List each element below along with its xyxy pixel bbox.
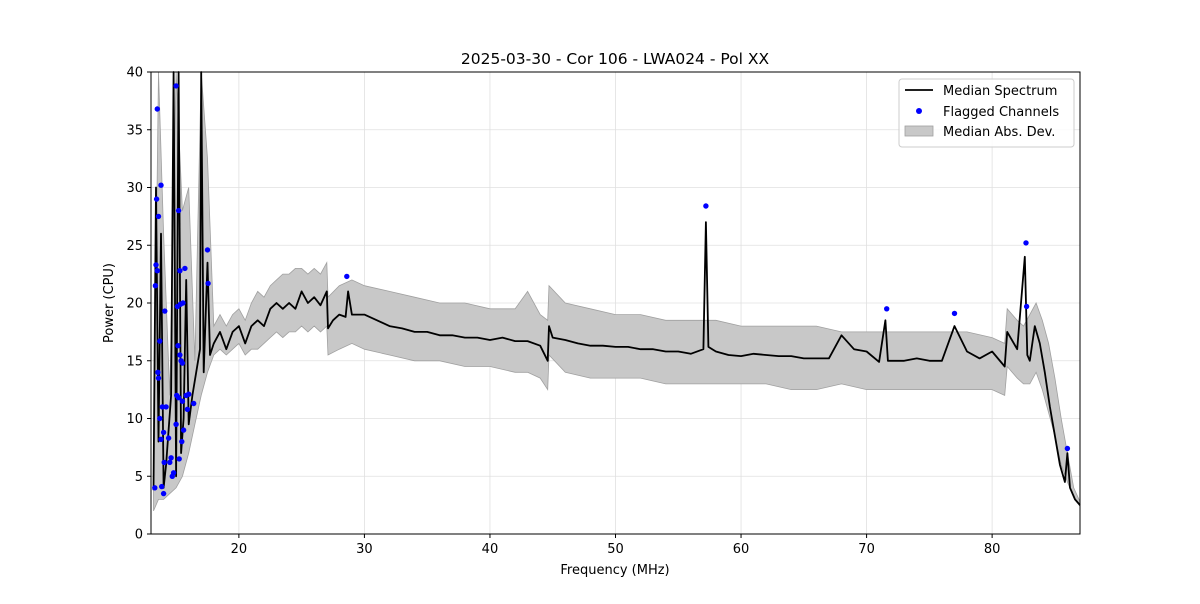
legend: Median Spectrum Flagged Channels Median … <box>898 78 1075 148</box>
flagged-point <box>1023 240 1029 246</box>
y-tick-label: 15 <box>126 354 143 369</box>
x-tick-label: 20 <box>231 542 248 557</box>
flagged-point <box>165 435 172 441</box>
flagged-point <box>175 395 182 401</box>
flagged-point <box>153 196 160 202</box>
flagged-point <box>177 352 183 358</box>
flagged-point <box>152 283 159 289</box>
flagged-point <box>703 203 709 209</box>
flagged-point <box>175 207 182 214</box>
flagged-point <box>884 306 890 312</box>
x-tick-label: 70 <box>858 542 875 557</box>
flagged-point <box>158 182 164 188</box>
y-tick-label: 0 <box>135 528 143 543</box>
flagged-point <box>182 265 188 272</box>
flagged-point <box>159 404 165 410</box>
flagged-point <box>154 268 160 274</box>
flagged-point <box>179 438 185 445</box>
flagged-point <box>158 436 164 442</box>
y-axis-label: Power (CPU) <box>102 263 117 343</box>
flagged-point <box>175 343 181 349</box>
legend-label-mad: Median Abs. Dev. <box>943 125 1055 140</box>
flagged-point <box>191 400 197 407</box>
flagged-point <box>184 406 191 412</box>
flagged-point <box>179 360 186 366</box>
legend-label-median: Median Spectrum <box>943 84 1057 99</box>
flagged-point <box>153 262 159 268</box>
x-tick-label: 60 <box>733 542 750 557</box>
x-tick-label: 50 <box>607 542 624 557</box>
flagged-point <box>951 310 958 317</box>
flagged-point <box>152 485 158 491</box>
y-tick-label: 25 <box>126 239 143 254</box>
y-tick-label: 20 <box>126 297 143 312</box>
legend-box <box>898 78 1075 148</box>
x-axis-ticks: 20 30 40 50 60 70 80 <box>231 534 1001 557</box>
flagged-point <box>205 280 211 287</box>
flagged-point <box>157 415 163 422</box>
flagged-point <box>160 490 167 497</box>
flagged-point <box>161 459 167 466</box>
y-tick-label: 35 <box>126 123 143 138</box>
flagged-point <box>180 427 187 433</box>
legend-label-flagged: Flagged Channels <box>943 105 1059 120</box>
flagged-point <box>155 213 162 220</box>
flagged-point <box>173 421 179 427</box>
flagged-point <box>157 338 163 344</box>
median-spectrum-line <box>152 71 1081 506</box>
y-tick-label: 5 <box>135 470 143 485</box>
y-axis-ticks: 0 5 10 15 20 25 30 35 40 <box>126 66 151 543</box>
flagged-point <box>177 268 183 274</box>
x-tick-label: 40 <box>482 542 499 557</box>
flagged-point <box>162 308 168 314</box>
median-line-layer <box>152 71 1081 506</box>
flagged-point <box>167 459 173 466</box>
flagged-point <box>154 106 160 112</box>
flagged-point <box>1064 445 1071 452</box>
y-tick-label: 30 <box>126 181 143 196</box>
flagged-point <box>344 273 350 280</box>
flagged-point <box>179 398 186 404</box>
flagged-point <box>176 456 182 462</box>
flagged-point <box>173 83 179 89</box>
flagged-point <box>155 375 162 381</box>
x-tick-label: 30 <box>356 542 373 557</box>
flagged-point <box>170 470 177 476</box>
flagged-point <box>204 247 211 253</box>
legend-band-swatch <box>904 125 934 137</box>
flagged-point <box>159 483 165 490</box>
y-tick-label: 40 <box>126 66 143 81</box>
y-tick-label: 10 <box>126 412 143 427</box>
flagged-point <box>186 391 192 397</box>
x-axis-label: Frequency (MHz) <box>560 563 669 578</box>
legend-dot-swatch <box>916 108 922 114</box>
flagged-point <box>168 455 174 461</box>
flagged-point <box>155 369 161 375</box>
chart-title: 2025-03-30 - Cor 106 - LWA024 - Pol XX <box>461 50 770 68</box>
flagged-points-layer <box>152 83 1071 497</box>
flagged-point <box>1023 303 1030 310</box>
x-tick-label: 80 <box>984 542 1001 557</box>
flagged-point <box>160 429 167 436</box>
flagged-point <box>163 404 169 410</box>
flagged-point <box>180 300 186 306</box>
